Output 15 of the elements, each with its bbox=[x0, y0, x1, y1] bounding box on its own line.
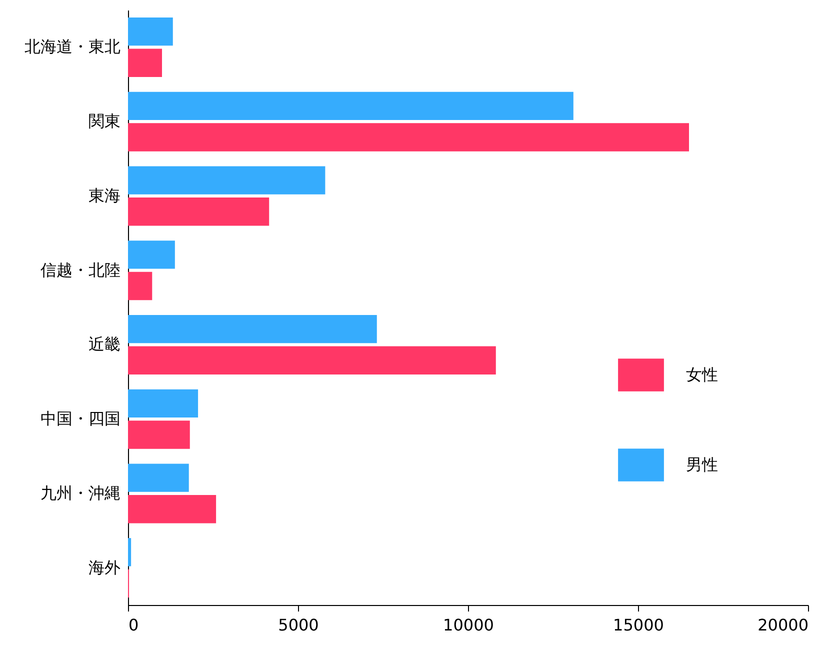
y-tick-label: 東海 bbox=[88, 186, 120, 205]
x-tick-label: 0 bbox=[128, 616, 139, 634]
x-tick-label: 15000 bbox=[613, 616, 664, 634]
x-tick-label: 20000 bbox=[758, 616, 808, 634]
y-tick-label: 関東 bbox=[88, 112, 120, 131]
y-tick-label: 信越・北陸 bbox=[40, 260, 120, 280]
y-tick-label: 中国・四国 bbox=[40, 409, 120, 428]
y-tick-label: 海外 bbox=[88, 558, 120, 577]
legend-label: 女性 bbox=[686, 365, 718, 384]
legend-label: 男性 bbox=[686, 455, 718, 474]
y-tick-label: 近畿 bbox=[88, 334, 120, 354]
x-tick-label: 10000 bbox=[443, 616, 494, 634]
x-tick-label: 5000 bbox=[278, 616, 319, 634]
y-tick-label: 九州・沖縄 bbox=[40, 483, 120, 502]
y-tick-label: 北海道・東北 bbox=[24, 37, 120, 56]
